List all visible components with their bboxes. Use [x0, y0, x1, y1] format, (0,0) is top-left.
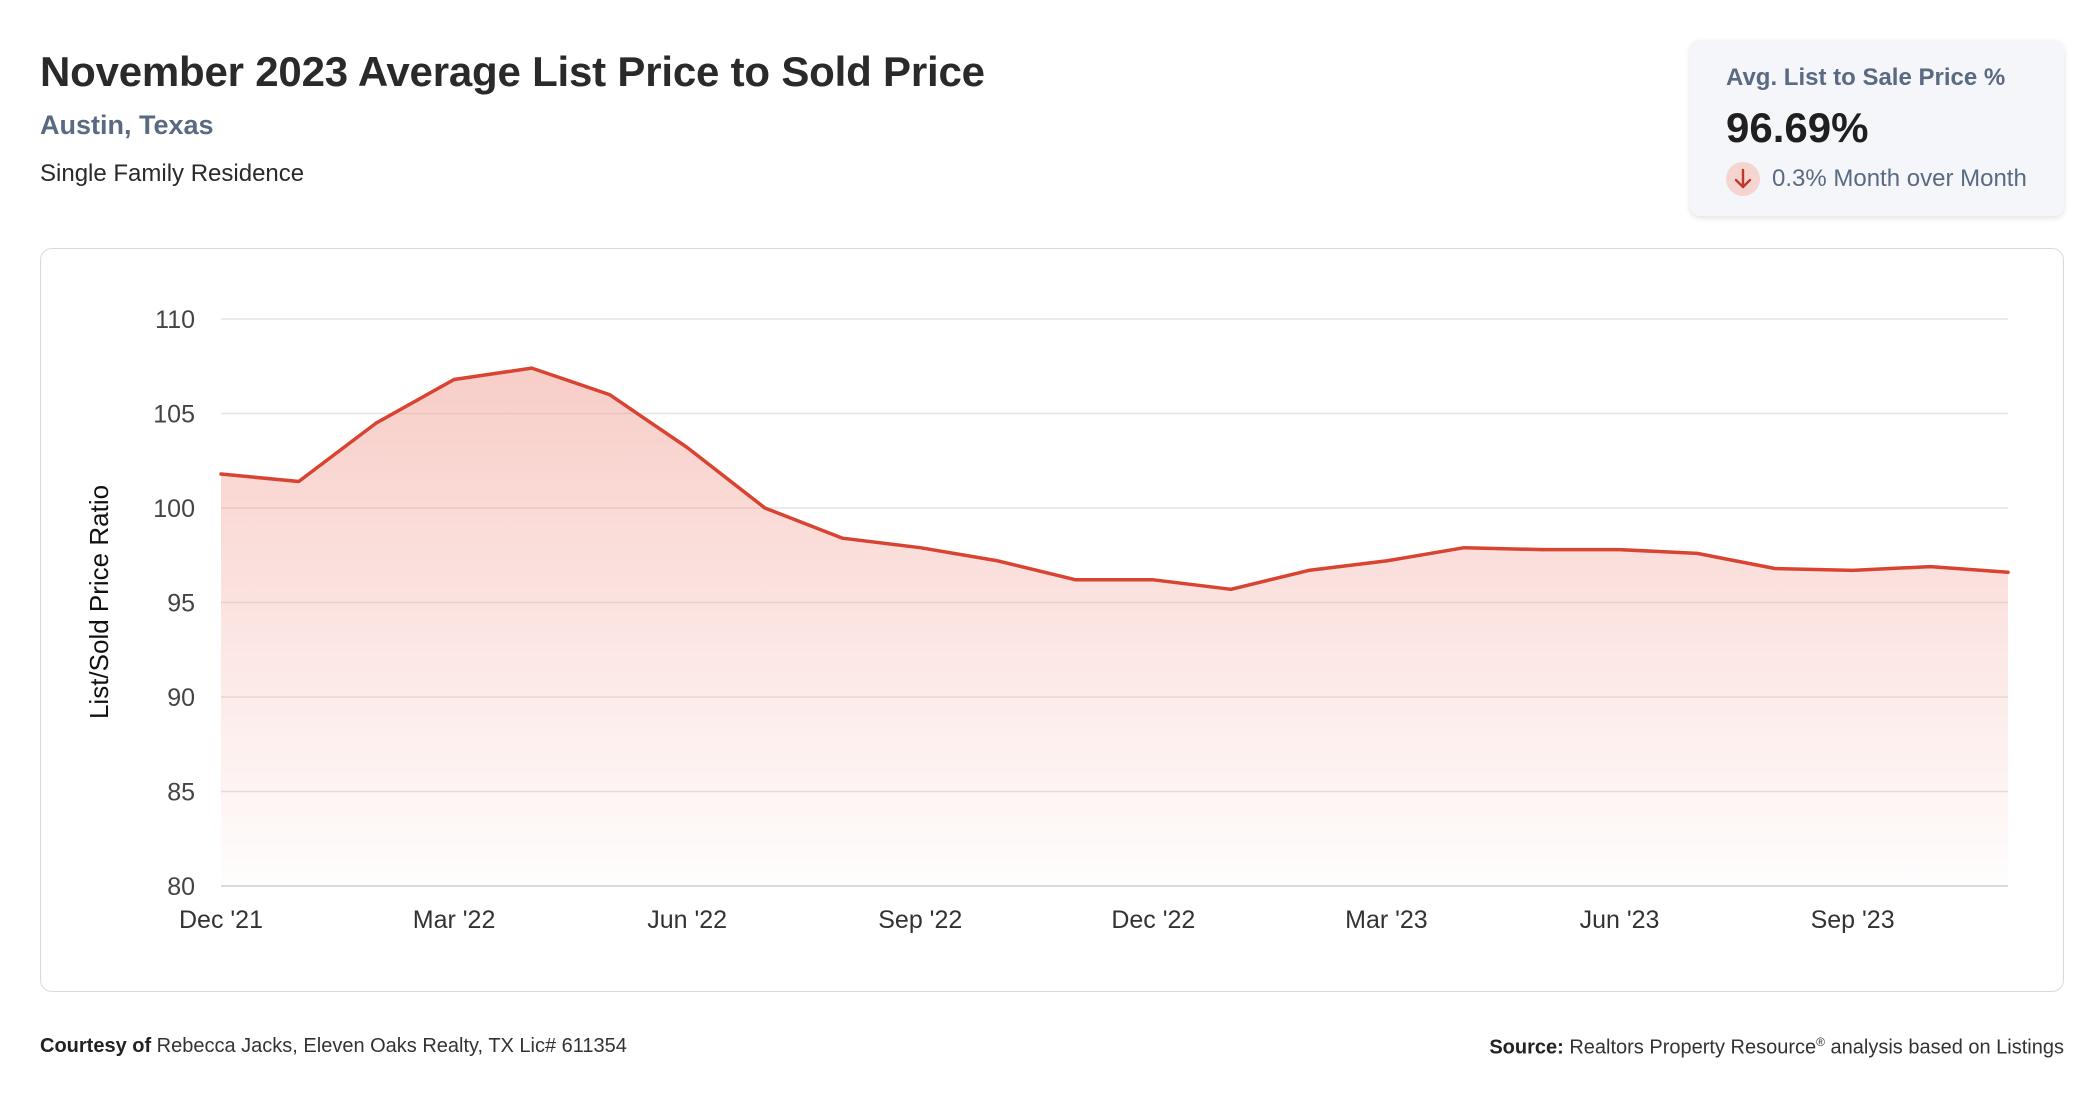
y-tick-label: 105: [153, 401, 195, 429]
x-tick-label: Jun '23: [1580, 906, 1660, 934]
y-tick-label: 85: [167, 779, 195, 807]
x-tick-label: Dec '22: [1111, 906, 1195, 934]
x-tick-label: Dec '21: [179, 906, 263, 934]
kpi-change-text: 0.3% Month over Month: [1772, 165, 2027, 192]
courtesy-text: Rebecca Jacks, Eleven Oaks Realty, TX Li…: [151, 1035, 627, 1057]
courtesy-footer: Courtesy of Rebecca Jacks, Eleven Oaks R…: [40, 1035, 627, 1058]
source-footer: Source: Realtors Property Resource® anal…: [1489, 1035, 2064, 1060]
line-chart: 80 85 90 95 100 105 110 Dec '21 Mar '22 Jun '22 S…: [84, 306, 2010, 934]
chart-card: 80 85 90 95 100 105 110 Dec '21 Mar '22 Jun '22 S…: [40, 248, 2064, 992]
kpi-change: 0.3% Month over Month: [1726, 162, 2027, 196]
kpi-value: 96.69%: [1726, 104, 1869, 151]
series-area: [221, 368, 2008, 887]
x-tick-label: Mar '23: [1345, 906, 1428, 934]
x-axis-ticks: Dec '21 Mar '22 Jun '22 Sep '22 Dec '22 Mar '…: [179, 906, 1895, 934]
area-fill: [221, 368, 2008, 887]
courtesy-label: Courtesy of: [40, 1035, 152, 1057]
series-path: [219, 366, 2010, 592]
kpi-card: Avg. List to Sale Price % 96.69% 0.3% Mo…: [1690, 40, 2064, 216]
registered-mark: ®: [1816, 1035, 1825, 1049]
series-line: [219, 366, 2010, 592]
source-label: Source:: [1489, 1036, 1564, 1059]
x-tick-label: Sep '22: [878, 906, 962, 934]
x-tick-label: Mar '22: [413, 906, 496, 934]
y-axis-ticks: 80 85 90 95 100 105 110: [153, 306, 195, 901]
y-tick-label: 100: [153, 495, 195, 523]
kpi-label: Avg. List to Sale Price %: [1726, 64, 2006, 91]
source-text-1: Realtors Property Resource: [1563, 1036, 1817, 1059]
x-tick-label: Jun '22: [647, 906, 727, 934]
page-title: November 2023 Average List Price to Sold…: [40, 48, 985, 95]
x-tick-label: Sep '23: [1811, 906, 1895, 934]
y-tick-label: 95: [167, 590, 195, 618]
y-axis-label: List/Sold Price Ratio: [84, 485, 114, 719]
location-label: Austin, Texas: [40, 110, 214, 140]
y-tick-label: 110: [155, 306, 195, 334]
property-type-label: Single Family Residence: [40, 160, 305, 187]
y-tick-label: 90: [167, 684, 195, 712]
down-arrow-icon: [1726, 162, 1760, 196]
source-text-2: analysis based on Listings: [1824, 1036, 2065, 1059]
y-tick-label: 80: [167, 873, 195, 901]
